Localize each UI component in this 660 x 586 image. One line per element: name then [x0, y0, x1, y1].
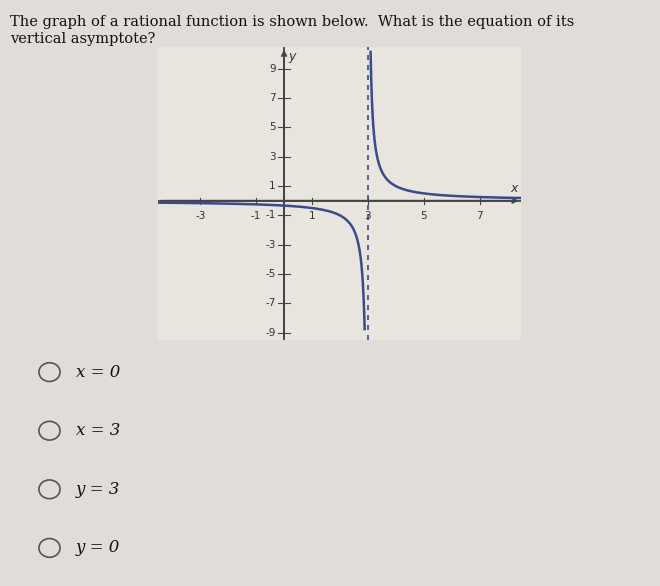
Text: x = 3: x = 3 [76, 422, 120, 440]
Text: -9: -9 [265, 328, 276, 338]
Text: 3: 3 [269, 152, 276, 162]
Text: y: y [288, 50, 296, 63]
Text: 9: 9 [269, 64, 276, 74]
Text: 1: 1 [269, 181, 276, 191]
Text: 1: 1 [309, 211, 315, 221]
Text: -1: -1 [251, 211, 261, 221]
Text: 5: 5 [269, 122, 276, 132]
Text: 7: 7 [269, 93, 276, 103]
Text: 7: 7 [477, 211, 483, 221]
Text: -3: -3 [195, 211, 205, 221]
Text: The graph of a rational function is shown below.  What is the equation of its: The graph of a rational function is show… [10, 15, 574, 29]
Text: -7: -7 [265, 298, 276, 308]
Text: 5: 5 [420, 211, 427, 221]
Text: x: x [510, 182, 517, 195]
Text: -3: -3 [265, 240, 276, 250]
Text: vertical asymptote?: vertical asymptote? [10, 32, 155, 46]
Text: -1: -1 [265, 210, 276, 220]
Text: y = 3: y = 3 [76, 481, 120, 498]
Text: x = 0: x = 0 [76, 363, 120, 381]
Text: y = 0: y = 0 [76, 539, 120, 557]
Text: 3: 3 [364, 211, 371, 221]
Text: -5: -5 [265, 269, 276, 279]
